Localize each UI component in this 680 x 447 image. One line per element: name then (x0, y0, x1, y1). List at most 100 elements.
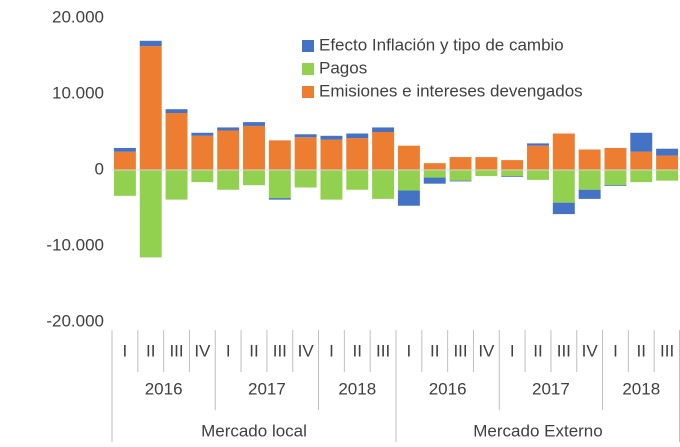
legend-label: Pagos (319, 58, 367, 77)
bar-segment (423, 163, 446, 170)
x-tick-label: III (376, 341, 390, 360)
bar-segment (294, 170, 317, 188)
x-tick-label: III (453, 341, 467, 360)
bar-segment (320, 170, 343, 200)
bar-segment (449, 157, 472, 170)
year-label: 2016 (429, 379, 467, 398)
x-tick-label: II (249, 341, 258, 360)
y-tick-label: 10.000 (52, 83, 104, 102)
x-tick-label: II (637, 341, 646, 360)
bar-segment (191, 132, 214, 136)
legend-label: Emisiones e intereses devengados (319, 81, 583, 100)
bar-segment (139, 40, 162, 47)
x-tick-label: I (329, 341, 334, 360)
bar-segment (527, 143, 549, 146)
bar-segment (423, 177, 446, 184)
bar-segment (113, 147, 136, 152)
legend-label: Efecto Inflación y tipo de cambio (319, 35, 564, 54)
bar-segment (552, 202, 575, 215)
legend-swatch (302, 40, 314, 52)
bar-segment (113, 170, 136, 196)
bar-segment (501, 170, 524, 177)
bar-segment (320, 135, 343, 140)
bar-segment (268, 170, 291, 199)
bar-segment (320, 139, 343, 170)
bar-segment (630, 151, 653, 170)
x-tick-label: IV (478, 341, 495, 360)
x-tick-label: IV (194, 341, 211, 360)
bar-segment (268, 198, 291, 200)
bar-segment (578, 170, 601, 190)
year-label: 2017 (248, 379, 286, 398)
x-tick-label: II (146, 341, 155, 360)
bar-segment (346, 170, 369, 190)
bar-segment (527, 170, 549, 180)
bar-segment (604, 185, 627, 186)
x-tick-label: III (273, 341, 287, 360)
bar-segment (217, 130, 240, 170)
y-tick-label: -10.000 (46, 235, 104, 254)
bar-segment (268, 140, 291, 170)
bar-segment (578, 189, 601, 199)
bar-segment (604, 147, 627, 170)
bar-segment (217, 170, 240, 190)
bar-segment (243, 122, 265, 126)
bar-segment (552, 170, 575, 203)
y-tick-label: -20.000 (46, 311, 104, 330)
bar-segment (294, 137, 317, 170)
x-tick-label: IV (582, 341, 599, 360)
x-tick-label: III (557, 341, 571, 360)
bar-segment (423, 170, 446, 178)
bar-segment (372, 170, 395, 199)
group-label: Mercado local (201, 421, 307, 440)
bar-segment (449, 170, 472, 181)
y-tick-label: 0 (95, 159, 104, 178)
year-label: 2018 (338, 379, 376, 398)
bar-segment (346, 138, 369, 170)
x-tick-label: I (123, 341, 128, 360)
y-tick-label: 20.000 (52, 7, 104, 26)
year-label: 2017 (532, 379, 570, 398)
year-label: 2016 (145, 379, 183, 398)
legend-swatch (302, 86, 314, 98)
bar-segment (243, 125, 265, 170)
bar-segment (217, 127, 240, 131)
bar-segment (397, 145, 420, 170)
x-tick-label: I (613, 341, 618, 360)
bar-segment (552, 133, 575, 170)
bar-segment (113, 151, 136, 170)
bar-segment (191, 135, 214, 170)
bar-segment (191, 170, 214, 183)
x-tick-label: III (169, 341, 183, 360)
bar-segment (656, 170, 679, 181)
bar-segment (372, 132, 395, 170)
bar-segment (630, 170, 653, 183)
group-label: Mercado Externo (473, 421, 602, 440)
x-tick-label: II (430, 341, 439, 360)
bar-segment (397, 190, 420, 206)
bar-segment (501, 160, 524, 170)
bar-segment (501, 176, 524, 177)
x-tick-label: I (226, 341, 231, 360)
bar-segment (449, 180, 472, 182)
x-tick-label: II (353, 341, 362, 360)
bar-segment (294, 134, 317, 138)
bar-segment (475, 157, 498, 170)
bar-segment (656, 148, 679, 156)
bar-segment (630, 132, 653, 152)
year-label: 2018 (622, 379, 660, 398)
bar-segment (475, 170, 498, 177)
bar-segment (165, 113, 188, 170)
x-tick-label: III (660, 341, 674, 360)
x-tick-label: IV (298, 341, 315, 360)
bar-segment (139, 170, 162, 258)
bar-segment (165, 170, 188, 200)
bar-segment (346, 133, 369, 139)
bar-segment (656, 155, 679, 170)
legend-swatch (302, 63, 314, 75)
bar-segment (372, 127, 395, 132)
bar-segment (578, 149, 601, 170)
bar-segment (243, 170, 265, 186)
bar-segment (165, 109, 188, 113)
